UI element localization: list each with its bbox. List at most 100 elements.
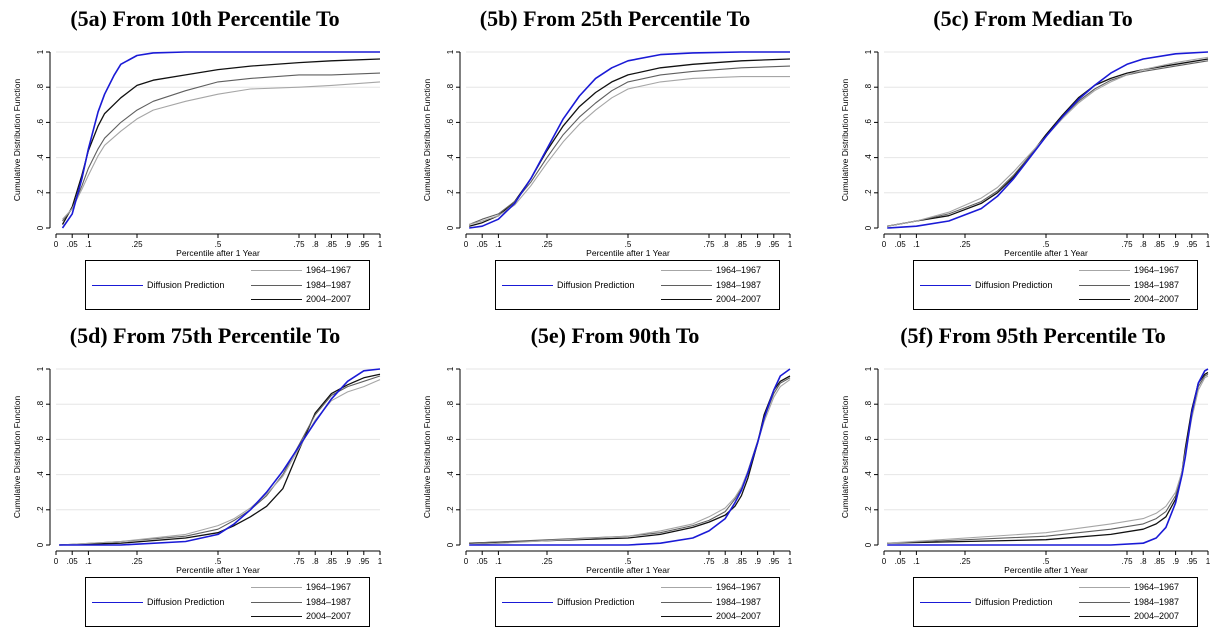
y-tick-label: .8 — [864, 83, 873, 90]
legend-item-p1964: 1964–1967 — [1079, 265, 1179, 275]
x-tick-label: .1 — [913, 557, 920, 566]
x-tick-label: 0 — [54, 240, 59, 249]
y-axis-title: Cumulative Distribution Function — [840, 396, 850, 519]
x-tick-label: 0 — [882, 240, 887, 249]
legend-item-p1984: 1984–1987 — [251, 597, 351, 607]
series-line-diffusion — [469, 368, 791, 546]
series-line-p2004 — [887, 371, 1209, 544]
x-tick-label: 1 — [788, 240, 793, 249]
chart-title: (5e) From 90th To — [530, 323, 700, 348]
y-axis-title: Cumulative Distribution Function — [422, 396, 432, 519]
legend-swatch — [251, 615, 302, 617]
y-axis-title: Cumulative Distribution Function — [12, 396, 22, 519]
x-axis-title: Percentile after 1 Year — [1004, 565, 1088, 575]
chart-panel: (5a) From 10th Percentile To 0 .2 .4 .6 .8 1 0.… — [10, 6, 400, 316]
x-tick-label: .1 — [85, 240, 92, 249]
x-tick-label: .05 — [67, 557, 79, 566]
legend-item-p1984: 1984–1987 — [1079, 597, 1179, 607]
x-tick-label: .8 — [722, 240, 729, 249]
chart-title: (5a) From 10th Percentile To — [70, 6, 340, 31]
x-tick-label: .95 — [768, 240, 780, 249]
y-axis-title: Cumulative Distribution Function — [840, 79, 850, 202]
legend-label: 1984–1987 — [1134, 280, 1180, 290]
x-tick-label: .75 — [293, 557, 305, 566]
legend-item-diffusion: Diffusion Prediction — [92, 597, 224, 607]
series-line-p1964 — [887, 56, 1209, 227]
legend-label: Diffusion Prediction — [975, 280, 1053, 290]
y-tick-label: .4 — [36, 471, 45, 478]
x-tick-label: .9 — [344, 240, 351, 249]
series-line-p2004 — [469, 375, 791, 544]
series-line-p1984 — [468, 65, 791, 226]
chart-title: (5f) From 95th Percentile To — [900, 323, 1166, 348]
chart-panel: (5e) From 90th To 0 .2 .4 .6 .8 1 0 .05 .1 .25 .5 .7… — [420, 323, 810, 633]
x-tick-label: .9 — [344, 557, 351, 566]
legend-item-p1964: 1964–1967 — [661, 582, 761, 592]
legend-label: Diffusion Prediction — [147, 280, 225, 290]
series-line-p1964 — [469, 76, 790, 226]
legend-label: Diffusion Prediction — [147, 597, 225, 607]
legend-item-p2004: 2004–2007 — [251, 294, 351, 304]
y-tick-label: .2 — [36, 506, 45, 513]
legend-swatch — [1079, 284, 1130, 286]
x-tick-label: 1 — [378, 240, 383, 249]
series-line-p2004 — [469, 58, 791, 227]
x-tick-label: .9 — [754, 557, 761, 566]
x-tick-label: .75 — [293, 240, 305, 249]
legend-item-diffusion: Diffusion Prediction — [920, 597, 1052, 607]
y-tick-label: 1 — [446, 49, 455, 54]
x-tick-label: .75 — [1121, 557, 1133, 566]
series-line-diffusion — [469, 51, 790, 229]
legend-item-p1964: 1964–1967 — [661, 265, 761, 275]
y-tick-label: 1 — [864, 366, 873, 371]
chart-title: (5d) From 75th Percentile To — [69, 323, 341, 348]
legend-item-p1984: 1984–1987 — [661, 280, 761, 290]
y-tick-label: .2 — [864, 506, 873, 513]
legend-swatch — [502, 284, 553, 286]
legend-swatch — [92, 601, 143, 603]
y-tick-label: 0 — [864, 542, 873, 547]
chart-svg: 0 .2 .4 .6 .8 1 0 .05 .1 .25 .5 .75 .8 .85 .9 .95 1 Perce… — [12, 366, 383, 575]
legend-swatch — [1079, 615, 1130, 617]
series-line-p1984 — [887, 60, 1209, 227]
legend-swatch — [920, 284, 971, 286]
legend-item-p1964: 1964–1967 — [1079, 582, 1179, 592]
series-line-p1964 — [469, 379, 791, 546]
series-line-diffusion — [59, 368, 381, 546]
x-tick-label: .5 — [1043, 557, 1050, 566]
x-tick-label: .1 — [85, 557, 92, 566]
legend-label: 2004–2007 — [306, 611, 352, 621]
legend-item-diffusion: Diffusion Prediction — [502, 597, 634, 607]
legend-label: 1964–1967 — [306, 582, 352, 592]
legend-item-diffusion: Diffusion Prediction — [920, 280, 1052, 290]
series-line-p2004 — [59, 373, 381, 546]
y-tick-label: 0 — [864, 225, 873, 230]
chart-svg: 0 .2 .4 .6 .8 1 0 .05 .1 .25 .5 .75 .8 .85 .9 .95 1 Perce… — [840, 366, 1211, 575]
x-tick-label: .5 — [625, 240, 632, 249]
legend: Diffusion Prediction 1964–1967 1984–1987 20… — [85, 260, 370, 310]
x-tick-label: .5 — [1043, 240, 1050, 249]
y-tick-label: .8 — [446, 83, 455, 90]
y-tick-label: .6 — [36, 436, 45, 443]
x-tick-label: .85 — [1154, 240, 1166, 249]
legend-item-p1984: 1984–1987 — [1079, 280, 1179, 290]
x-tick-label: .8 — [312, 240, 319, 249]
legend-swatch — [251, 269, 302, 271]
x-tick-label: .95 — [1186, 240, 1198, 249]
x-tick-label: 0 — [464, 240, 469, 249]
x-tick-label: .05 — [895, 240, 907, 249]
x-tick-label: 1 — [378, 557, 383, 566]
x-tick-label: .5 — [215, 240, 222, 249]
legend-label: Diffusion Prediction — [975, 597, 1053, 607]
legend-item-p1964: 1964–1967 — [251, 582, 351, 592]
x-axis-title: Percentile after 1 Year — [586, 565, 670, 575]
series-line-p1964 — [62, 81, 381, 220]
x-tick-label: .9 — [754, 240, 761, 249]
y-tick-label: .2 — [446, 506, 455, 513]
y-tick-label: .2 — [36, 189, 45, 196]
x-tick-label: 1 — [788, 557, 793, 566]
legend-swatch — [251, 284, 302, 286]
x-tick-label: 1 — [1206, 240, 1211, 249]
chart-svg: 0 .2 .4 .6 .8 1 0 .05 .1 .25 .5 .75 .8 .85 .9 .95 1 Perce… — [422, 49, 793, 258]
chart-title: (5b) From 25th Percentile To — [479, 6, 751, 31]
